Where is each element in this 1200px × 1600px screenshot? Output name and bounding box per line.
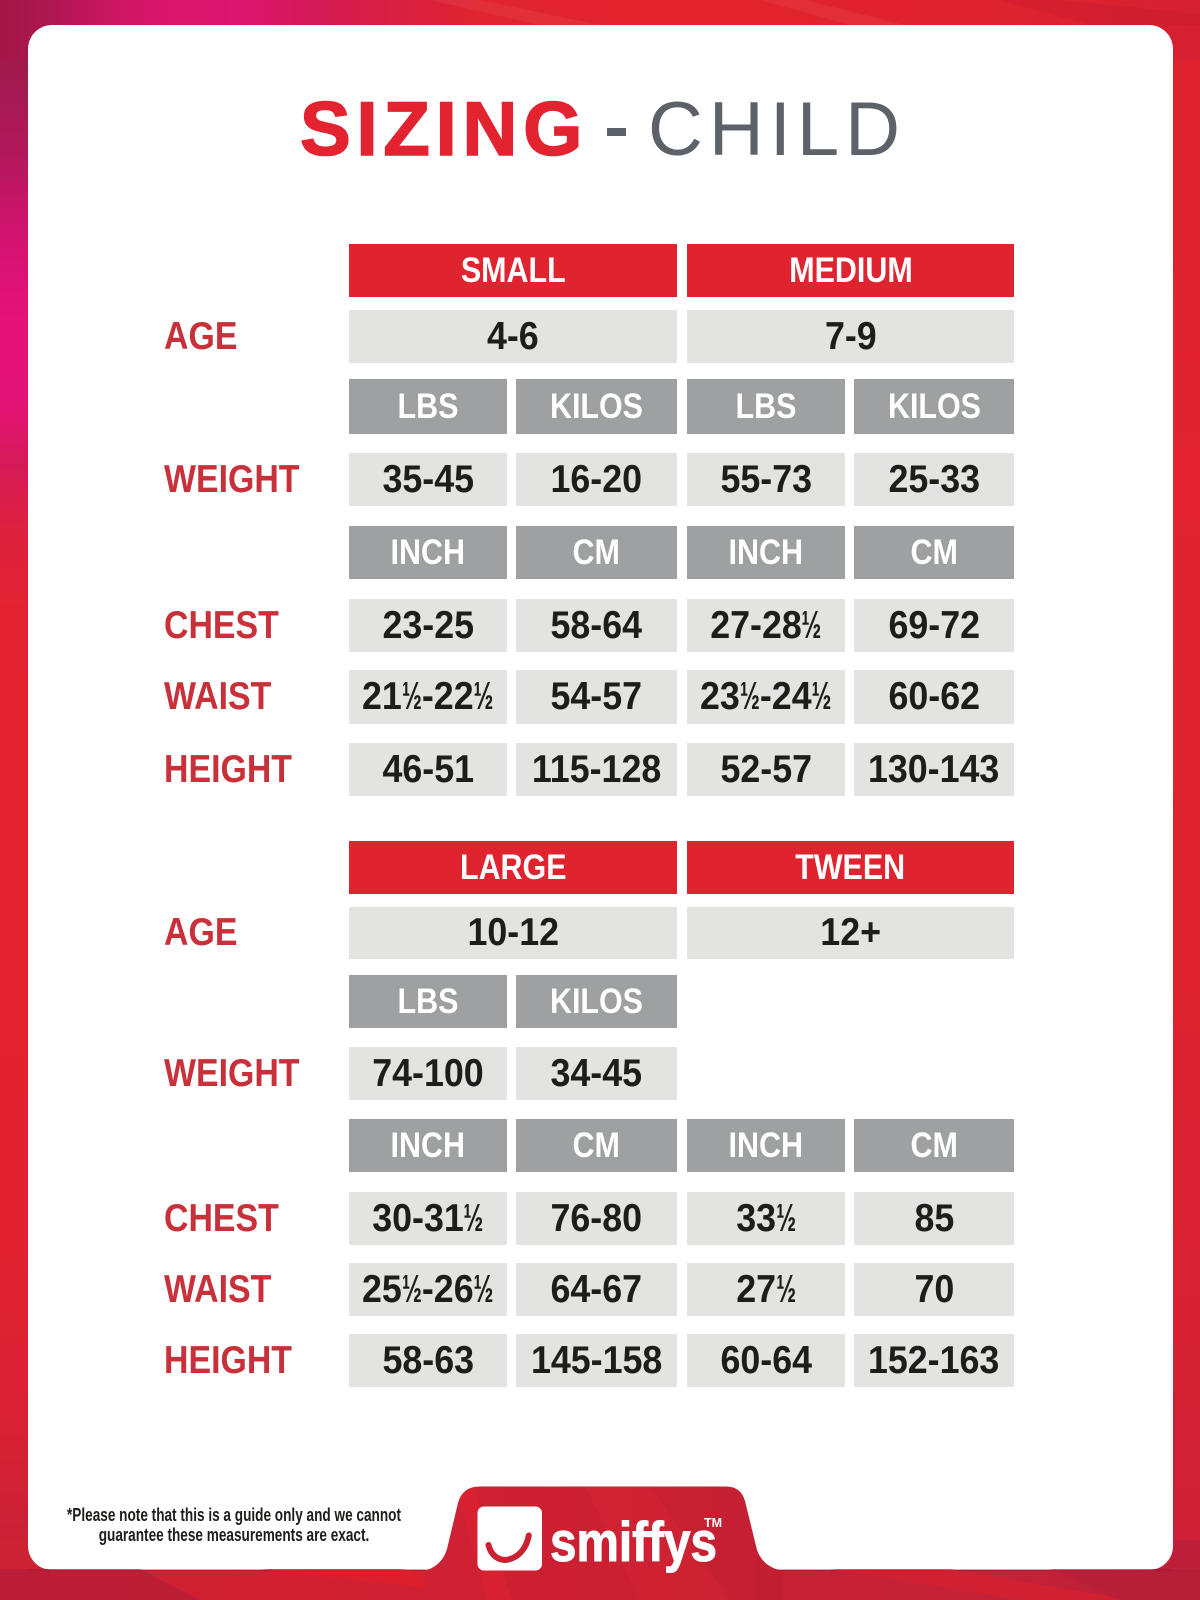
svg-text:TM: TM [704, 1516, 722, 1530]
svg-text:smiffys: smiffys [550, 1510, 717, 1573]
